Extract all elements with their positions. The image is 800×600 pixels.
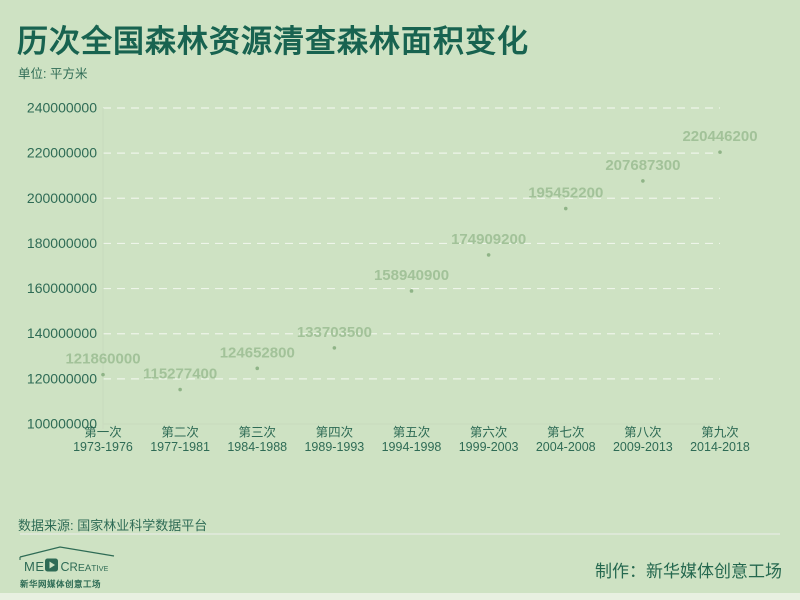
data-point — [101, 372, 105, 377]
data-point — [178, 387, 182, 392]
y-axis-label: 160000000 — [27, 280, 97, 296]
data-point — [255, 366, 260, 371]
y-axis-label: 240000000 — [27, 100, 97, 116]
y-axis-label: 100000000 — [27, 416, 97, 432]
data-point — [409, 289, 414, 293]
x-axis-period-label: 2009-2013 — [613, 440, 673, 454]
data-point — [718, 150, 722, 154]
brand-suffix: CREATIVE — [61, 560, 109, 574]
bottom-strip — [0, 593, 800, 600]
y-axis-label: 120000000 — [27, 370, 97, 386]
chart: 100000000 120000000 140000000 160000000 1800… — [0, 95, 800, 465]
data-label: 115277400 — [143, 366, 217, 383]
x-axis-period-label: 2014-2018 — [690, 440, 750, 454]
data-point — [641, 179, 645, 183]
data-label: 124652800 — [220, 344, 295, 361]
chart-svg: 100000000 120000000 140000000 160000000 1800… — [27, 100, 758, 455]
brand-logo: ME CREATIVE — [18, 544, 128, 581]
credit-label: 制作：新华媒体创意工场 — [595, 562, 782, 581]
roof-icon — [19, 546, 115, 558]
x-axis-label: 第四次 — [316, 426, 354, 440]
y-axis-label: 220000000 — [27, 145, 97, 161]
x-axis-label: 第五次 — [393, 426, 431, 440]
x-axis-label: 第二次 — [161, 426, 199, 440]
data-label: 158940900 — [374, 267, 449, 284]
x-axis-period-label: 1989-1993 — [304, 440, 364, 454]
y-axis-label: 180000000 — [27, 235, 97, 251]
data-label: 133703500 — [297, 324, 372, 341]
page-title: 历次全国森林资源清查森林面积变化 — [17, 24, 529, 59]
play-triangle-icon — [49, 561, 55, 569]
x-axis-period-label: 1999-2003 — [459, 440, 519, 454]
x-axis-label: 第一次 — [84, 426, 122, 440]
x-axis-period-label: 2004-2008 — [536, 440, 596, 454]
x-axis-label: 第六次 — [470, 426, 508, 440]
data-label: 174909200 — [451, 231, 526, 248]
data-label: 121860000 — [65, 351, 140, 368]
data-label: 207687300 — [605, 157, 680, 174]
data-source-label: 数据来源: 国家林业科学数据平台 — [18, 518, 208, 533]
data-point — [332, 346, 337, 350]
y-axis-label: 140000000 — [27, 325, 97, 341]
data-point — [486, 253, 491, 257]
data-point — [563, 206, 568, 211]
brand-logo-icon: ME CREATIVE — [19, 546, 115, 574]
data-label: 220446200 — [682, 128, 757, 145]
x-axis-period-label: 1973-1976 — [73, 440, 133, 454]
brand-logo-subtitle: 新华网媒体创意工场 — [20, 579, 102, 589]
brand-prefix: ME — [24, 559, 45, 574]
footer-divider — [20, 533, 780, 535]
x-axis-period-label: 1994-1998 — [382, 440, 442, 454]
data-label: 195452200 — [528, 185, 603, 202]
x-axis-period-label: 1984-1988 — [227, 440, 287, 454]
x-axis-label: 第九次 — [701, 426, 739, 440]
x-axis-period-label: 1977-1981 — [150, 440, 210, 454]
unit-label: 单位: 平方米 — [18, 67, 88, 81]
x-axis-label: 第七次 — [547, 426, 585, 440]
x-axis-label: 第八次 — [624, 426, 662, 440]
y-axis-label: 200000000 — [27, 190, 97, 206]
x-axis-label: 第三次 — [238, 426, 276, 440]
